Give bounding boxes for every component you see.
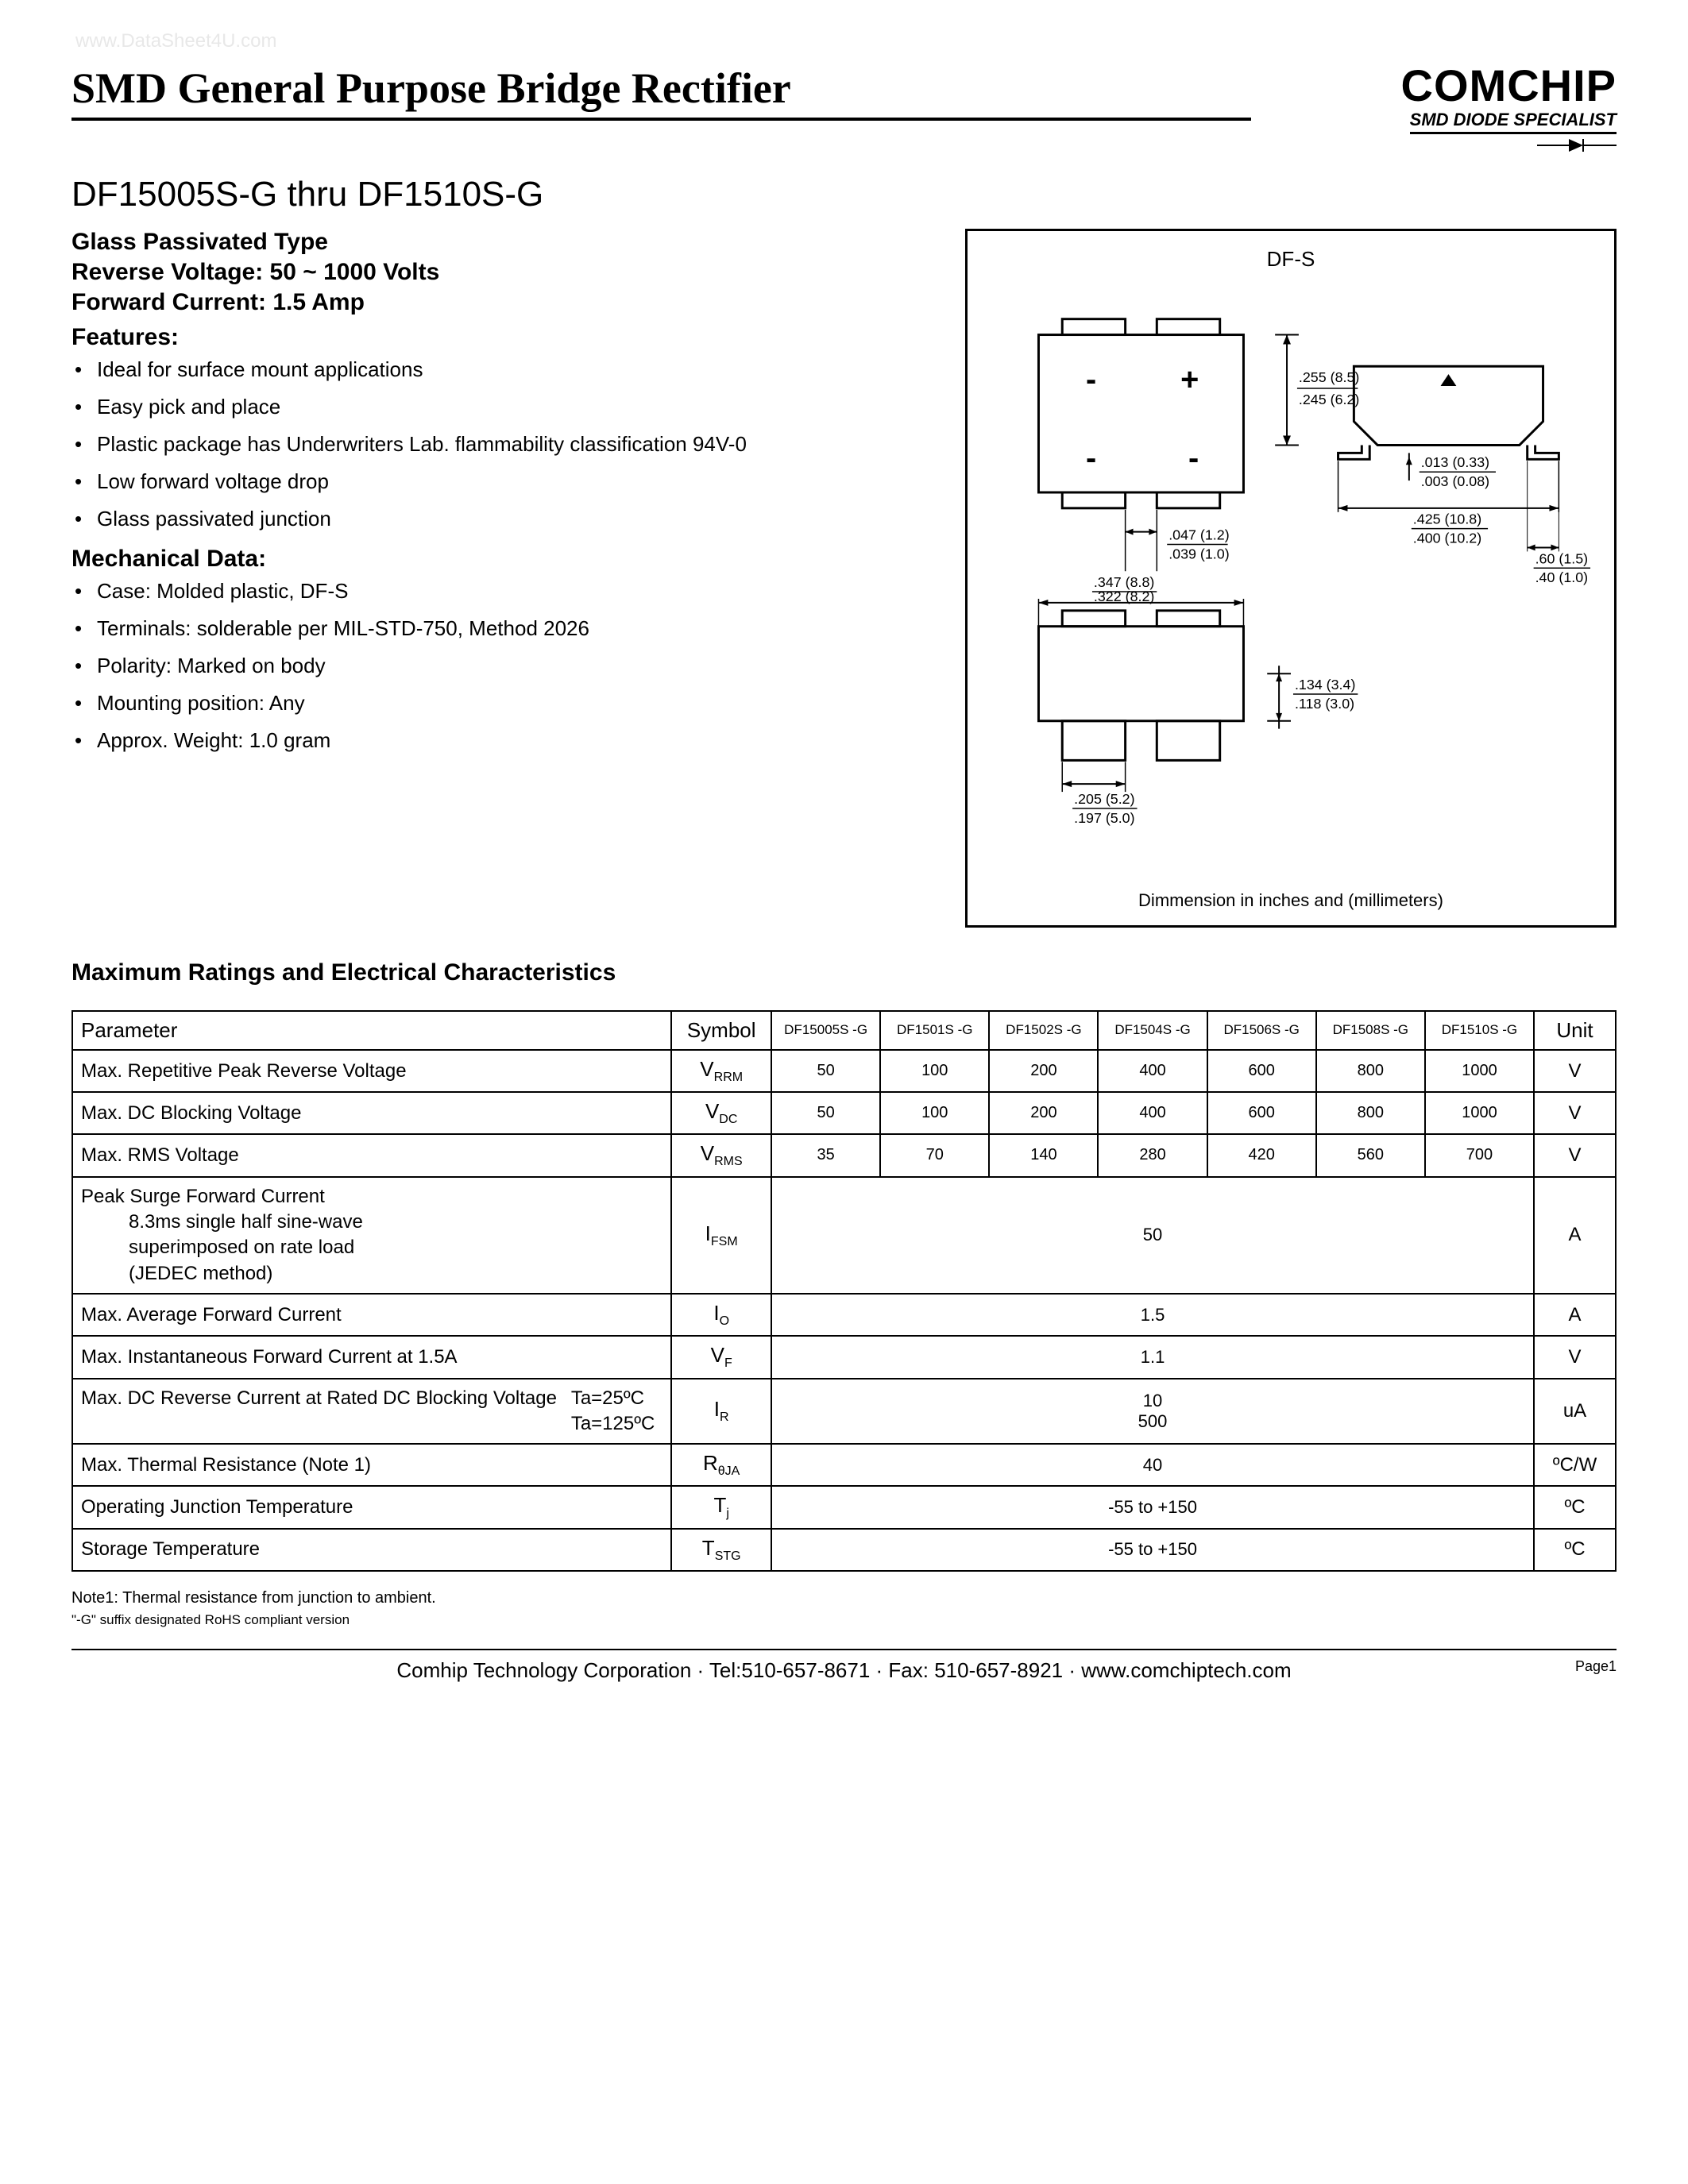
svg-text:.40 (1.0): .40 (1.0)	[1535, 569, 1589, 585]
svg-text:.400 (10.2): .400 (10.2)	[1413, 531, 1481, 546]
col-part: DF1508S -G	[1316, 1011, 1425, 1050]
ratings-heading: Maximum Ratings and Electrical Character…	[71, 959, 1617, 986]
list-item: Ideal for surface mount applications	[97, 357, 941, 382]
table-row: Operating Junction TemperatureTj-55 to +…	[72, 1486, 1616, 1528]
svg-text:.047 (1.2): .047 (1.2)	[1168, 527, 1229, 543]
table-row: Max. DC Reverse Current at Rated DC Bloc…	[72, 1379, 1616, 1445]
watermark-text: www.DataSheet4U.com	[75, 30, 276, 52]
col-part: DF15005S -G	[771, 1011, 880, 1050]
svg-text:.134 (3.4): .134 (3.4)	[1295, 677, 1355, 693]
svg-text:.245 (6.2): .245 (6.2)	[1299, 392, 1359, 407]
note-1: Note1: Thermal resistance from junction …	[71, 1586, 1617, 1610]
col-part: DF1506S -G	[1207, 1011, 1316, 1050]
svg-text:.322 (8.2): .322 (8.2)	[1094, 588, 1154, 604]
table-row: Max. Instantaneous Forward Current at 1.…	[72, 1336, 1616, 1378]
col-part: DF1502S -G	[989, 1011, 1098, 1050]
table-header-row: Parameter Symbol DF15005S -G DF1501S -G …	[72, 1011, 1616, 1050]
svg-text:.425 (10.8): .425 (10.8)	[1413, 511, 1481, 527]
features-heading: Features:	[71, 324, 941, 351]
table-row: Max. Average Forward CurrentIO1.5A	[72, 1294, 1616, 1336]
forward-current: Forward Current: 1.5 Amp	[71, 289, 941, 316]
list-item: Glass passivated junction	[97, 507, 941, 531]
col-unit: Unit	[1534, 1011, 1616, 1050]
reverse-voltage: Reverse Voltage: 50 ~ 1000 Volts	[71, 259, 941, 286]
list-item: Approx. Weight: 1.0 gram	[97, 728, 941, 753]
col-symbol: Symbol	[671, 1011, 771, 1050]
list-item: Case: Molded plastic, DF-S	[97, 579, 941, 604]
mechanical-heading: Mechanical Data:	[71, 546, 941, 573]
logo-text: COMCHIP	[1283, 64, 1617, 108]
dimension-caption: Dimmension in inches and (millimeters)	[968, 890, 1614, 911]
svg-text:-: -	[1086, 441, 1096, 476]
table-row: Peak Surge Forward Current8.3ms single h…	[72, 1177, 1616, 1295]
table-row: Max. Thermal Resistance (Note 1)RθJA40ºC…	[72, 1444, 1616, 1486]
col-parameter: Parameter	[72, 1011, 671, 1050]
col-part: DF1504S -G	[1098, 1011, 1207, 1050]
list-item: Mounting position: Any	[97, 691, 941, 716]
table-row: Storage TemperatureTSTG-55 to +150ºC	[72, 1529, 1616, 1571]
features-list: Ideal for surface mount applications Eas…	[71, 357, 941, 531]
table-row: Max. DC Blocking VoltageVDC5010020040060…	[72, 1092, 1616, 1134]
svg-text:.60 (1.5): .60 (1.5)	[1535, 550, 1589, 566]
list-item: Plastic package has Underwriters Lab. fl…	[97, 432, 941, 457]
col-part: DF1510S -G	[1425, 1011, 1534, 1050]
svg-text:.118 (3.0): .118 (3.0)	[1295, 696, 1354, 712]
package-diagram-column: DF-S - + - -	[965, 229, 1617, 928]
col-part: DF1501S -G	[880, 1011, 989, 1050]
svg-text:-: -	[1086, 362, 1096, 397]
ratings-table: Parameter Symbol DF15005S -G DF1501S -G …	[71, 1010, 1617, 1572]
diode-icon	[1537, 137, 1617, 153]
logo-subtitle: SMD DIODE SPECIALIST	[1410, 110, 1617, 134]
svg-text:.197 (5.0): .197 (5.0)	[1074, 810, 1134, 826]
specs-column: Glass Passivated Type Reverse Voltage: 5…	[71, 229, 941, 928]
list-item: Terminals: solderable per MIL-STD-750, M…	[97, 616, 941, 641]
package-drawing: - + - - .255 (8.5) .245 (6.2)	[983, 287, 1598, 870]
svg-text:.039 (1.0): .039 (1.0)	[1168, 546, 1229, 561]
svg-text:.013 (0.33): .013 (0.33)	[1421, 454, 1489, 470]
note-2: "-G" suffix designated RoHS compliant ve…	[71, 1610, 1617, 1630]
part-number-range: DF15005S-G thru DF1510S-G	[71, 175, 1617, 214]
package-diagram: DF-S - + - -	[965, 229, 1617, 928]
list-item: Polarity: Marked on body	[97, 654, 941, 678]
page-title: SMD General Purpose Bridge Rectifier	[71, 64, 1251, 121]
package-label: DF-S	[983, 247, 1598, 272]
page-number: Page1	[1575, 1658, 1617, 1675]
svg-text:.003 (0.08): .003 (0.08)	[1421, 473, 1489, 489]
footer-text: Comhip Technology Corporation · Tel:510-…	[396, 1658, 1291, 1682]
table-row: Max. RMS VoltageVRMS3570140280420560700V	[72, 1134, 1616, 1176]
svg-text:-: -	[1188, 441, 1199, 476]
svg-text:.255 (8.5): .255 (8.5)	[1299, 369, 1359, 385]
notes: Note1: Thermal resistance from junction …	[71, 1586, 1617, 1630]
svg-text:.205 (5.2): .205 (5.2)	[1074, 791, 1134, 807]
list-item: Easy pick and place	[97, 395, 941, 419]
table-row: Max. Repetitive Peak Reverse VoltageVRRM…	[72, 1050, 1616, 1092]
mechanical-list: Case: Molded plastic, DF-S Terminals: so…	[71, 579, 941, 753]
svg-text:+: +	[1180, 362, 1199, 397]
footer: Comhip Technology Corporation · Tel:510-…	[71, 1649, 1617, 1683]
type-line: Glass Passivated Type	[71, 229, 941, 256]
logo: COMCHIP SMD DIODE SPECIALIST	[1283, 64, 1617, 157]
header-row: SMD General Purpose Bridge Rectifier COM…	[71, 64, 1617, 157]
list-item: Low forward voltage drop	[97, 469, 941, 494]
